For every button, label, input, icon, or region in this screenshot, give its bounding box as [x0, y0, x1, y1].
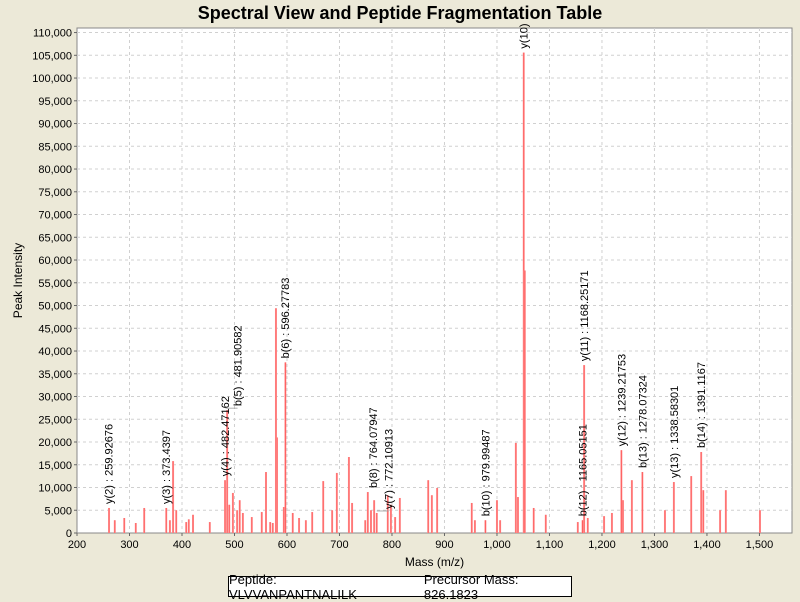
peak-annotation: b(14) : 1391.1167: [696, 362, 708, 448]
x-tick-label: 900: [435, 539, 453, 551]
peak-annotation: y(12) : 1239.21753: [616, 354, 628, 446]
peak-annotation: y(2) : 259.92676: [103, 424, 115, 504]
y-tick-label: 65,000: [38, 232, 72, 244]
legend: Peptide: VLVVANPANTNALILK Precursor Mass…: [228, 572, 572, 602]
x-tick-label: 1,100: [536, 539, 564, 551]
peak-annotation: y(3) : 373.4397: [161, 430, 173, 504]
x-tick-label: 300: [120, 539, 138, 551]
x-tick-label: 600: [278, 539, 296, 551]
peak-annotation: b(12) : 1165.05151: [578, 424, 590, 516]
y-tick-label: 75,000: [38, 187, 72, 199]
y-tick-label: 5,000: [44, 505, 72, 517]
x-tick-label: 800: [383, 539, 401, 551]
peak-annotation: y(13) : 1338.58301: [669, 386, 681, 478]
y-tick-label: 55,000: [38, 278, 72, 290]
y-tick-label: 85,000: [38, 141, 72, 153]
chart-title: Spectral View and Peptide Fragmentation …: [197, 3, 603, 23]
peak-annotation: b(13) : 1278.07324: [637, 375, 649, 468]
peak-annotation: y(4) : 482.47162: [220, 396, 232, 476]
x-tick-label: 1,200: [588, 539, 616, 551]
plot-area: [76, 27, 793, 534]
x-tick-label: 1,500: [746, 539, 774, 551]
y-tick-label: 30,000: [38, 392, 72, 404]
peak-annotation: b(5) : 481.90582: [233, 325, 245, 406]
y-tick-label: 80,000: [38, 164, 72, 176]
legend-peptide: Peptide: VLVVANPANTNALILK: [229, 571, 357, 602]
y-tick-label: 50,000: [38, 301, 72, 313]
y-tick-label: 60,000: [38, 255, 72, 267]
y-tick-label: 40,000: [38, 346, 72, 358]
y-tick-label: 0: [66, 528, 72, 540]
y-tick-label: 20,000: [38, 437, 72, 449]
peak-annotation: b(10) : 979.99487: [480, 429, 492, 516]
peak-annotation: b(8) : 764.07947: [368, 407, 380, 488]
x-axis-label: Mass (m/z): [405, 555, 464, 569]
y-tick-label: 15,000: [38, 460, 72, 472]
y-tick-label: 100,000: [32, 73, 72, 85]
peak-annotation: y(7) : 772.10913: [384, 429, 396, 509]
y-tick-label: 110,000: [33, 28, 72, 40]
y-tick-label: 90,000: [38, 119, 72, 131]
x-tick-label: 1,400: [693, 539, 721, 551]
x-tick-label: 1,300: [641, 539, 669, 551]
y-axis-label: Peak Intensity: [11, 243, 25, 318]
peak-annotation: y(10): [519, 24, 531, 49]
x-tick-label: 500: [225, 539, 243, 551]
y-tick-label: 10,000: [38, 483, 72, 495]
x-tick-label: 700: [330, 539, 348, 551]
y-tick-label: 45,000: [38, 323, 72, 335]
x-tick-label: 200: [68, 539, 86, 551]
legend-precursor-mass: Precursor Mass: 826.1823: [423, 571, 519, 602]
x-tick-label: 1,000: [483, 539, 511, 551]
peak-annotation: b(6) : 596.27783: [280, 278, 292, 359]
y-tick-label: 35,000: [38, 369, 72, 381]
x-tick-label: 400: [173, 539, 191, 551]
y-tick-label: 70,000: [38, 210, 72, 222]
y-tick-label: 105,000: [32, 50, 72, 62]
y-tick-label: 95,000: [38, 96, 72, 108]
y-tick-label: 25,000: [38, 414, 72, 426]
peak-annotation: y(11) : 1168.25171: [579, 270, 591, 361]
